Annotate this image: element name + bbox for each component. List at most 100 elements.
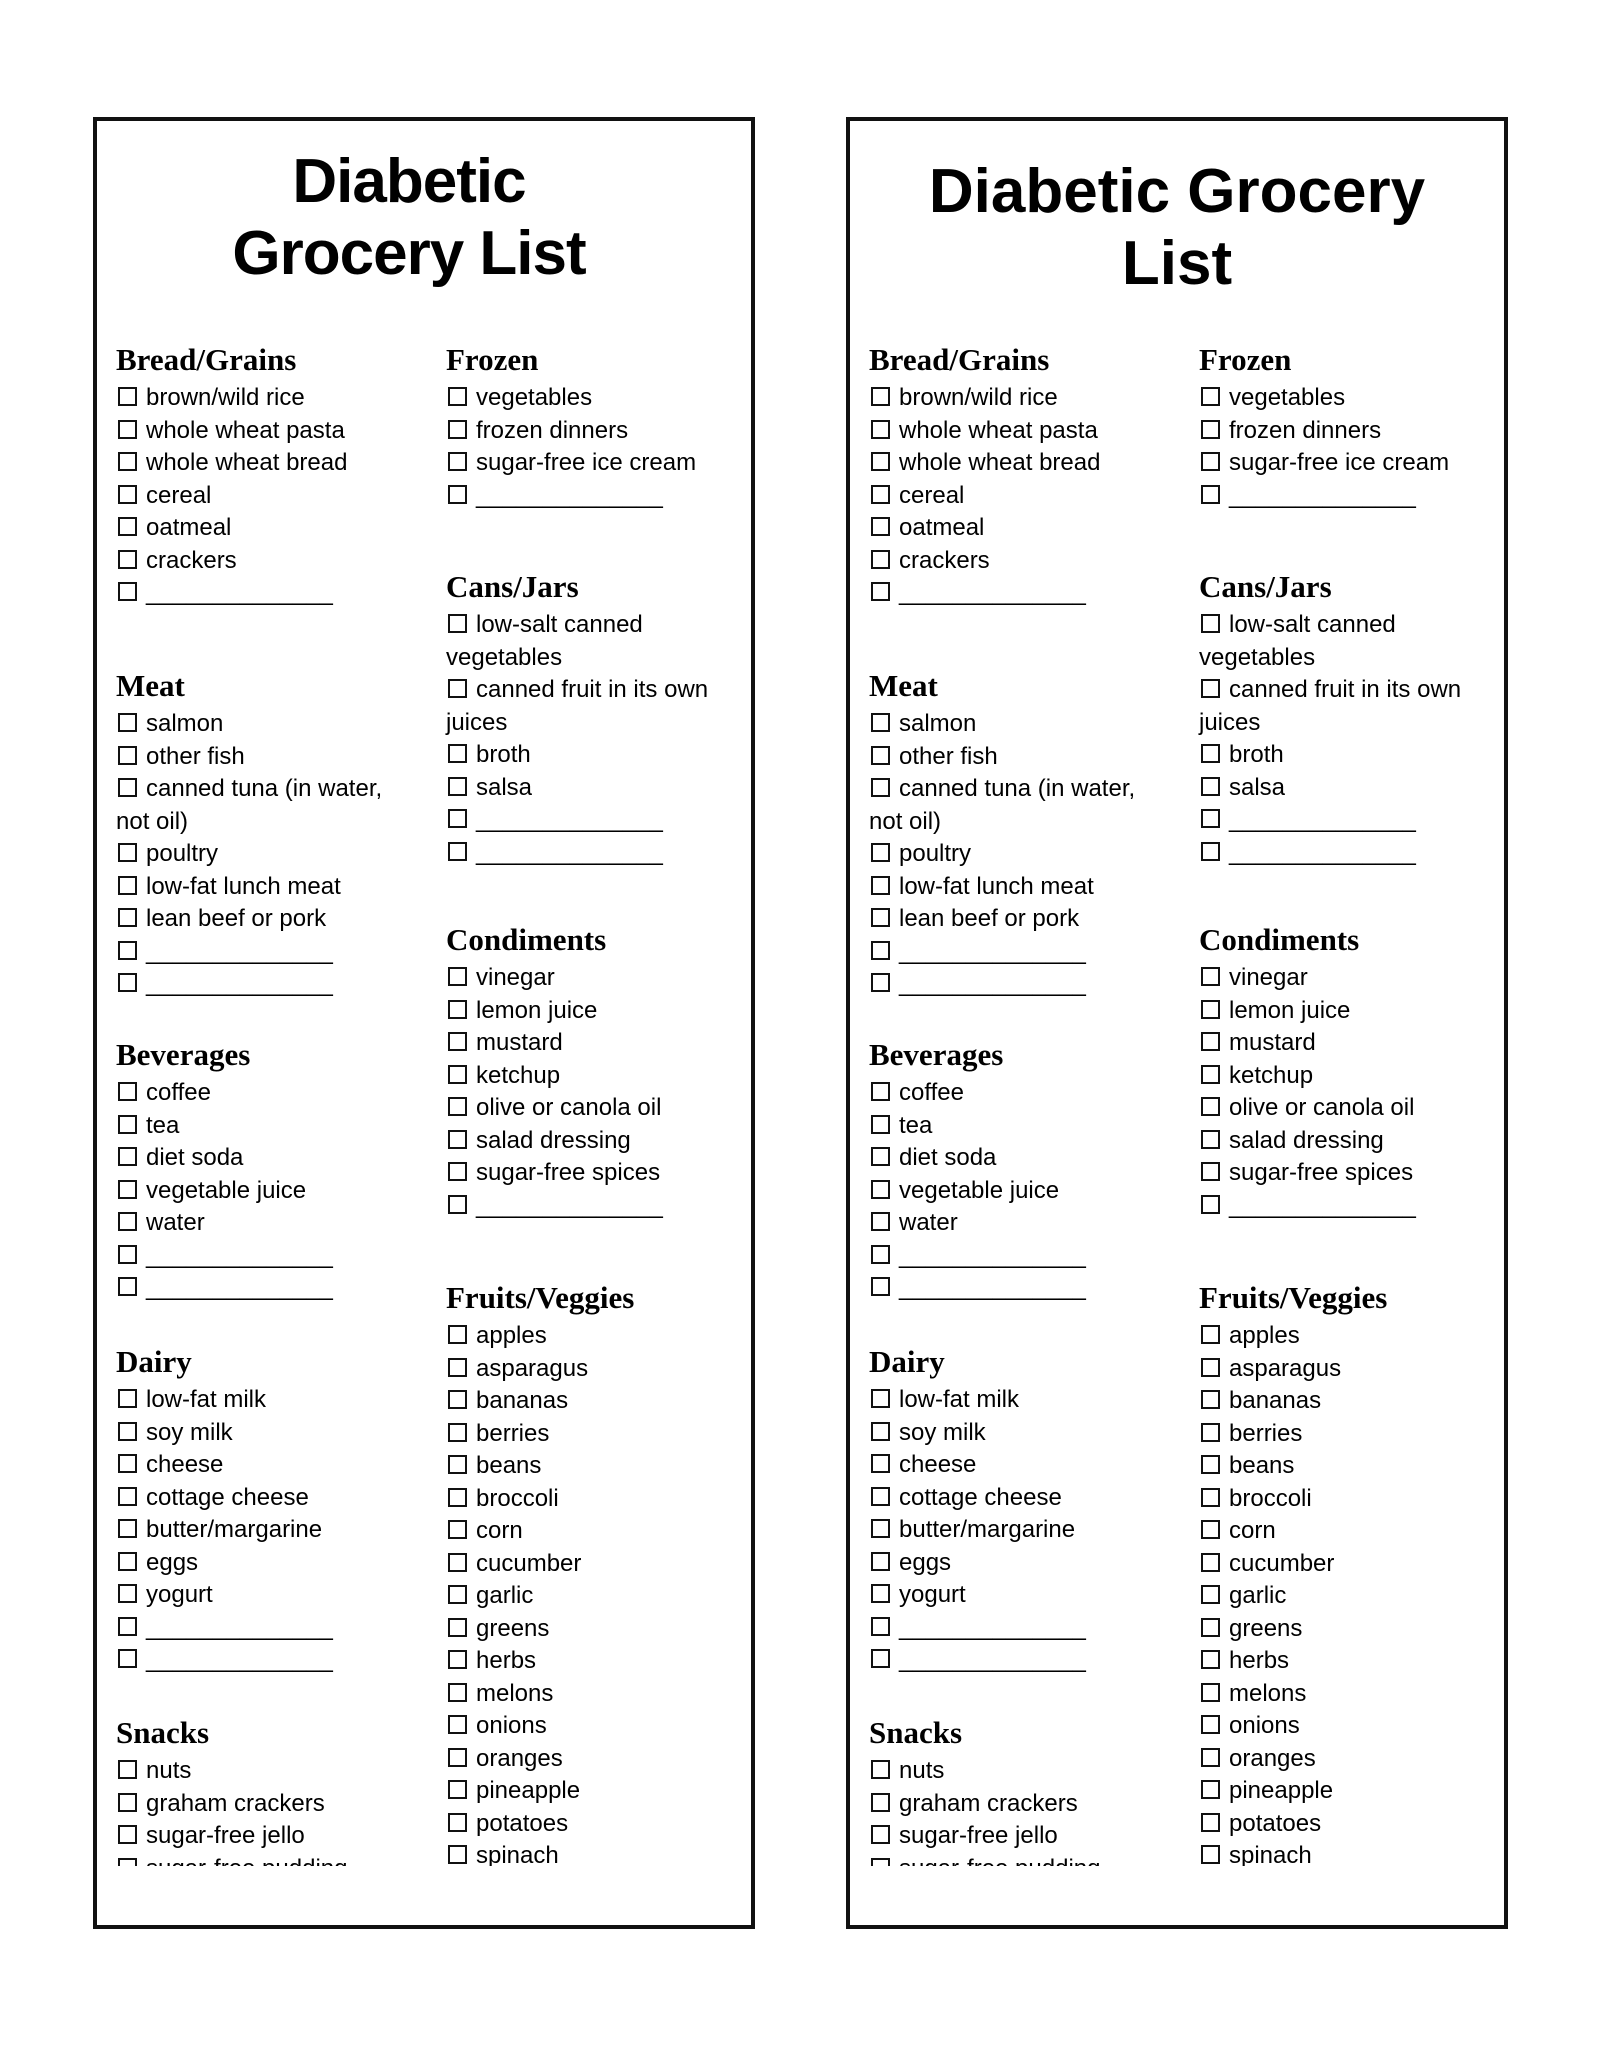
checkbox-icon[interactable]: [871, 940, 890, 960]
checkbox-icon[interactable]: [871, 1792, 890, 1812]
checkbox-icon[interactable]: [118, 1551, 137, 1571]
checkbox-icon[interactable]: [118, 745, 137, 765]
checkbox-icon[interactable]: [871, 582, 890, 601]
checkbox-icon[interactable]: [118, 419, 137, 439]
checkbox-icon[interactable]: [448, 1390, 467, 1409]
checkbox-icon[interactable]: [871, 1454, 890, 1473]
checkbox-icon[interactable]: [118, 582, 137, 601]
checkbox-icon[interactable]: [871, 778, 890, 797]
checkbox-icon[interactable]: [871, 713, 890, 732]
checkbox-icon[interactable]: [118, 1584, 137, 1603]
checkbox-icon[interactable]: [118, 1857, 137, 1866]
checkbox-icon[interactable]: [448, 1487, 467, 1507]
checkbox-icon[interactable]: [118, 484, 137, 504]
checkbox-icon[interactable]: [448, 776, 467, 796]
checkbox-icon[interactable]: [871, 1584, 890, 1603]
checkbox-icon[interactable]: [1201, 679, 1220, 698]
checkbox-icon[interactable]: [448, 1617, 467, 1637]
checkbox-icon[interactable]: [871, 1389, 890, 1408]
checkbox-icon[interactable]: [871, 1486, 890, 1506]
checkbox-icon[interactable]: [871, 843, 890, 862]
checkbox-icon[interactable]: [1201, 484, 1220, 504]
checkbox-icon[interactable]: [871, 1277, 890, 1296]
checkbox-icon[interactable]: [118, 1649, 137, 1668]
checkbox-icon[interactable]: [871, 1421, 890, 1441]
checkbox-icon[interactable]: [118, 1760, 137, 1779]
checkbox-icon[interactable]: [118, 1825, 137, 1844]
checkbox-icon[interactable]: [118, 713, 137, 732]
checkbox-icon[interactable]: [1201, 967, 1220, 986]
checkbox-icon[interactable]: [118, 1277, 137, 1296]
checkbox-icon[interactable]: [1201, 1325, 1220, 1344]
checkbox-icon[interactable]: [118, 1454, 137, 1473]
checkbox-icon[interactable]: [871, 1179, 890, 1199]
checkbox-icon[interactable]: [871, 517, 890, 536]
checkbox-icon[interactable]: [1201, 1747, 1220, 1767]
checkbox-icon[interactable]: [1201, 1552, 1220, 1572]
checkbox-icon[interactable]: [1201, 1194, 1220, 1214]
checkbox-icon[interactable]: [1201, 1617, 1220, 1637]
checkbox-icon[interactable]: [1201, 1487, 1220, 1507]
checkbox-icon[interactable]: [871, 1147, 890, 1166]
checkbox-icon[interactable]: [1201, 841, 1220, 861]
checkbox-icon[interactable]: [871, 1857, 890, 1866]
checkbox-icon[interactable]: [1201, 999, 1220, 1019]
checkbox-icon[interactable]: [448, 1455, 467, 1474]
checkbox-icon[interactable]: [118, 778, 137, 797]
checkbox-icon[interactable]: [118, 1616, 137, 1636]
checkbox-icon[interactable]: [871, 387, 890, 406]
checkbox-icon[interactable]: [118, 843, 137, 862]
checkbox-icon[interactable]: [448, 679, 467, 698]
checkbox-icon[interactable]: [448, 1032, 467, 1051]
checkbox-icon[interactable]: [448, 484, 467, 504]
checkbox-icon[interactable]: [871, 875, 890, 895]
checkbox-icon[interactable]: [871, 1551, 890, 1571]
checkbox-icon[interactable]: [871, 1519, 890, 1538]
checkbox-icon[interactable]: [448, 452, 467, 471]
checkbox-icon[interactable]: [448, 1194, 467, 1214]
checkbox-icon[interactable]: [1201, 809, 1220, 828]
checkbox-icon[interactable]: [1201, 1845, 1220, 1864]
checkbox-icon[interactable]: [1201, 452, 1220, 471]
checkbox-icon[interactable]: [118, 452, 137, 471]
checkbox-icon[interactable]: [118, 973, 137, 992]
checkbox-icon[interactable]: [448, 1097, 467, 1116]
checkbox-icon[interactable]: [1201, 419, 1220, 439]
checkbox-icon[interactable]: [1201, 1422, 1220, 1442]
checkbox-icon[interactable]: [1201, 1780, 1220, 1799]
checkbox-icon[interactable]: [1201, 1715, 1220, 1734]
checkbox-icon[interactable]: [118, 549, 137, 569]
checkbox-icon[interactable]: [118, 387, 137, 406]
checkbox-icon[interactable]: [1201, 776, 1220, 796]
checkbox-icon[interactable]: [448, 999, 467, 1019]
checkbox-icon[interactable]: [448, 1422, 467, 1442]
checkbox-icon[interactable]: [448, 1325, 467, 1344]
checkbox-icon[interactable]: [118, 1389, 137, 1408]
checkbox-icon[interactable]: [1201, 1455, 1220, 1474]
checkbox-icon[interactable]: [1201, 387, 1220, 406]
checkbox-icon[interactable]: [871, 1212, 890, 1231]
checkbox-icon[interactable]: [1201, 1520, 1220, 1539]
checkbox-icon[interactable]: [1201, 1682, 1220, 1702]
checkbox-icon[interactable]: [118, 1519, 137, 1538]
checkbox-icon[interactable]: [1201, 1357, 1220, 1377]
checkbox-icon[interactable]: [448, 1780, 467, 1799]
checkbox-icon[interactable]: [448, 744, 467, 763]
checkbox-icon[interactable]: [118, 875, 137, 895]
checkbox-icon[interactable]: [871, 1760, 890, 1779]
checkbox-icon[interactable]: [871, 973, 890, 992]
checkbox-icon[interactable]: [871, 484, 890, 504]
checkbox-icon[interactable]: [871, 745, 890, 765]
checkbox-icon[interactable]: [118, 908, 137, 927]
checkbox-icon[interactable]: [448, 1064, 467, 1084]
checkbox-icon[interactable]: [448, 1650, 467, 1669]
checkbox-icon[interactable]: [448, 1162, 467, 1181]
checkbox-icon[interactable]: [118, 1114, 137, 1134]
checkbox-icon[interactable]: [1201, 1032, 1220, 1051]
checkbox-icon[interactable]: [1201, 1097, 1220, 1116]
checkbox-icon[interactable]: [118, 1147, 137, 1166]
checkbox-icon[interactable]: [1201, 1585, 1220, 1604]
checkbox-icon[interactable]: [118, 1486, 137, 1506]
checkbox-icon[interactable]: [448, 1357, 467, 1377]
checkbox-icon[interactable]: [118, 1421, 137, 1441]
